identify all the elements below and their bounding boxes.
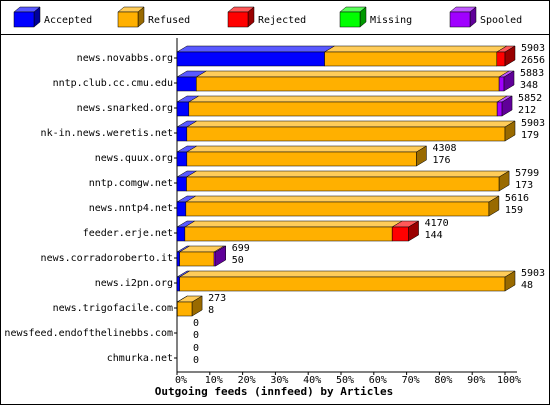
y-tick-label: newsfeed.endofthelinebbs.com (4, 328, 173, 339)
value-label: 173 (515, 180, 533, 191)
legend-label: Rejected (258, 15, 306, 26)
bar-top (196, 71, 509, 77)
bar (177, 52, 325, 66)
bar (177, 252, 180, 266)
bar (187, 127, 505, 141)
value-label: 48 (521, 280, 533, 291)
x-tick-label: 70% (402, 375, 420, 386)
value-label: 176 (432, 155, 450, 166)
value-label: 5852 (518, 93, 542, 104)
bar (177, 177, 187, 191)
bar-top (180, 271, 515, 277)
bar (177, 152, 187, 166)
bar (187, 177, 500, 191)
y-tick-label: chmurka.net (107, 353, 173, 364)
bar (177, 302, 192, 316)
value-label: 0 (193, 355, 199, 366)
y-tick-label: news.novabbs.org (77, 53, 173, 64)
legend-label: Missing (370, 15, 412, 26)
value-label: 8 (208, 305, 214, 316)
value-label: 699 (232, 243, 250, 254)
bar (189, 102, 497, 116)
bar-top (177, 46, 335, 52)
value-label: 2656 (521, 55, 545, 66)
legend-swatch (228, 12, 248, 27)
value-label: 5903 (521, 118, 545, 129)
bar (177, 127, 187, 141)
x-tick-label: 10% (205, 375, 223, 386)
y-tick-label: nntp.comgw.net (89, 178, 173, 189)
bar (392, 227, 408, 241)
y-tick-label: news.trigofacile.com (53, 303, 173, 314)
x-tick-label: 40% (303, 375, 321, 386)
bar (186, 202, 489, 216)
y-tick-label: nntp.club.cc.cmu.edu (53, 78, 173, 89)
y-tick-label: news.corradoroberto.it (41, 253, 173, 264)
bar (497, 52, 505, 66)
value-label: 144 (425, 230, 443, 241)
x-tick-label: 0% (175, 375, 187, 386)
bar (177, 77, 196, 91)
y-tick-label: news.i2pn.org (95, 278, 173, 289)
value-label: 212 (518, 105, 536, 116)
bar-top (187, 121, 515, 127)
legend-swatch (14, 12, 34, 27)
value-label: 4170 (425, 218, 449, 229)
value-label: 0 (193, 343, 199, 354)
legend-swatch (118, 12, 138, 27)
x-tick-label: 100% (497, 375, 521, 386)
x-tick-label: 90% (467, 375, 485, 386)
bar (180, 277, 505, 291)
value-label: 0 (193, 318, 199, 329)
bar (177, 277, 180, 291)
legend-swatch (450, 12, 470, 27)
value-label: 5903 (521, 43, 545, 54)
value-label: 159 (505, 205, 523, 216)
x-tick-label: 30% (270, 375, 288, 386)
x-tick-label: 20% (238, 375, 256, 386)
y-tick-label: feeder.erje.net (83, 228, 173, 239)
bar-top (325, 46, 507, 52)
value-label: 4308 (432, 143, 456, 154)
value-label: 5883 (520, 68, 544, 79)
bar (177, 227, 185, 241)
x-tick-label: 60% (369, 375, 387, 386)
chart-title: Outgoing feeds (innfeed) by Articles (155, 385, 393, 398)
value-label: 179 (521, 130, 539, 141)
value-label: 50 (232, 255, 244, 266)
x-tick-label: 50% (336, 375, 354, 386)
value-label: 5616 (505, 193, 529, 204)
legend-swatch (340, 12, 360, 27)
y-tick-label: news.nntp4.net (89, 203, 173, 214)
value-label: 273 (208, 293, 226, 304)
value-label: 348 (520, 80, 538, 91)
bar (499, 77, 504, 91)
bar (497, 102, 502, 116)
bar (185, 227, 392, 241)
bar (180, 252, 214, 266)
bar-top (185, 221, 402, 227)
legend-label: Spooled (480, 15, 522, 26)
y-tick-label: nk-in.news.weretis.net (41, 128, 173, 139)
bar (177, 202, 186, 216)
bar-top (189, 96, 507, 102)
bar-top (187, 146, 427, 152)
x-tick-label: 80% (434, 375, 452, 386)
bar (196, 77, 499, 91)
legend-label: Accepted (44, 15, 92, 26)
y-tick-label: news.snarked.org (77, 103, 173, 114)
y-tick-label: news.quux.org (95, 153, 173, 164)
bar (325, 52, 497, 66)
value-label: 0 (193, 330, 199, 341)
value-label: 5903 (521, 268, 545, 279)
bar-top (187, 171, 510, 177)
bar (187, 152, 417, 166)
bar-top (186, 196, 499, 202)
bar (177, 102, 189, 116)
legend-label: Refused (148, 15, 190, 26)
value-label: 5799 (515, 168, 539, 179)
